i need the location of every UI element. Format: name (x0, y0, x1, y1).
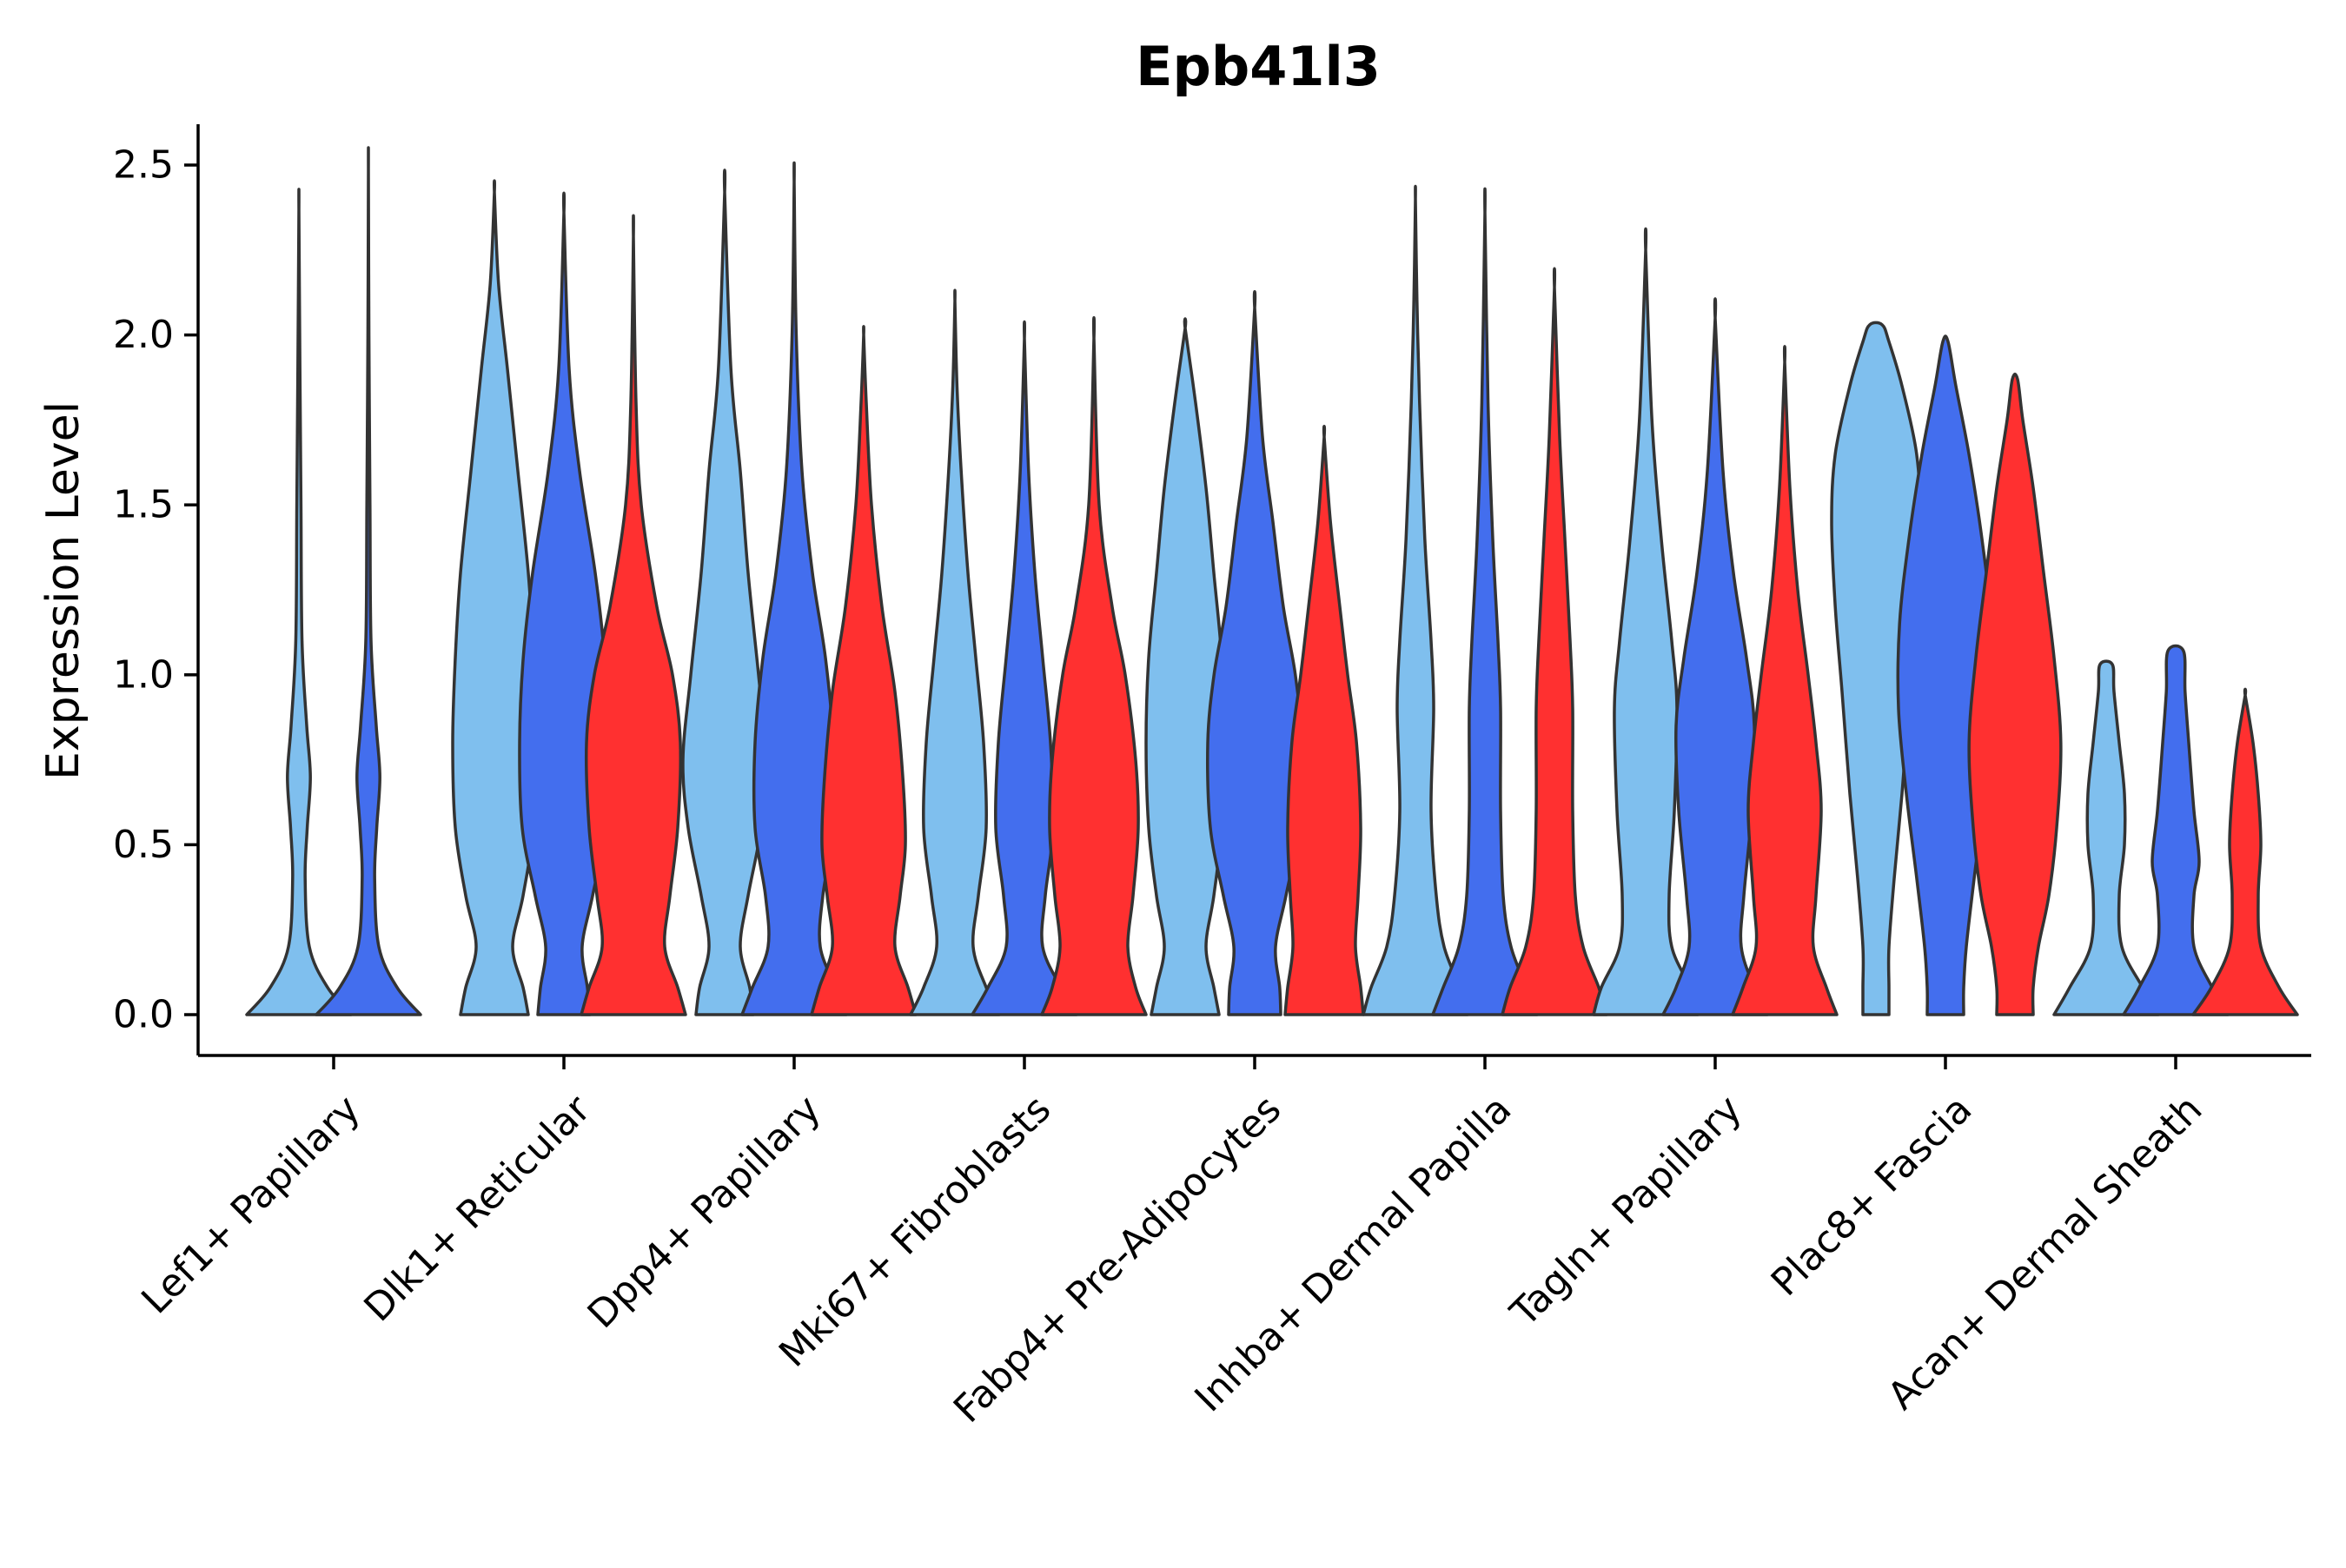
violin-5-2 (1501, 267, 1608, 1016)
violin-6-2 (1731, 345, 1839, 1016)
y-axis-label: Expression Level (37, 401, 89, 780)
violin-group (245, 146, 2299, 1016)
violin-4-2 (1283, 425, 1365, 1016)
y-tick-label-2: 1.0 (113, 652, 174, 697)
violin-2-0 (681, 169, 768, 1016)
violin-2-2 (810, 325, 918, 1016)
violin-7-0 (1830, 321, 1922, 1016)
violin-4-1 (1206, 289, 1303, 1016)
violin-5-0 (1362, 184, 1469, 1016)
y-tick-label-3: 1.5 (113, 483, 174, 527)
y-tick-label-0: 0.0 (113, 993, 174, 1037)
violin-6-1 (1661, 297, 1769, 1016)
violin-4-0 (1144, 317, 1226, 1016)
chart-title: Epb41l3 (1136, 35, 1381, 98)
violin-8-2 (2191, 687, 2299, 1016)
violin-8-0 (2052, 659, 2160, 1016)
violin-5-1 (1431, 188, 1539, 1016)
x-tick-label-6: Tagln+ Papillary (1501, 1087, 1750, 1335)
y-tick-label-4: 2.0 (113, 313, 174, 357)
violin-1-0 (451, 179, 538, 1016)
violin-3-0 (909, 288, 1001, 1016)
violin-1-2 (580, 214, 687, 1016)
violin-7-2 (1967, 372, 2063, 1016)
y-tick-label-5: 2.5 (113, 143, 174, 188)
x-tick-label-7: Plac8+ Fascia (1763, 1087, 1981, 1305)
y-tick-label-1: 0.5 (113, 823, 174, 867)
violin-0-0 (245, 188, 353, 1016)
x-tick-label-2: Dpp4+ Papillary (580, 1087, 830, 1337)
violin-8-1 (2122, 644, 2230, 1016)
x-tick-label-1: Dlk1+ Reticular (355, 1087, 600, 1331)
violin-0-1 (315, 146, 422, 1016)
violin-6-0 (1592, 227, 1700, 1016)
violin-3-2 (1040, 316, 1148, 1016)
x-tick-label-0: Lef1+ Papillary (133, 1087, 368, 1322)
